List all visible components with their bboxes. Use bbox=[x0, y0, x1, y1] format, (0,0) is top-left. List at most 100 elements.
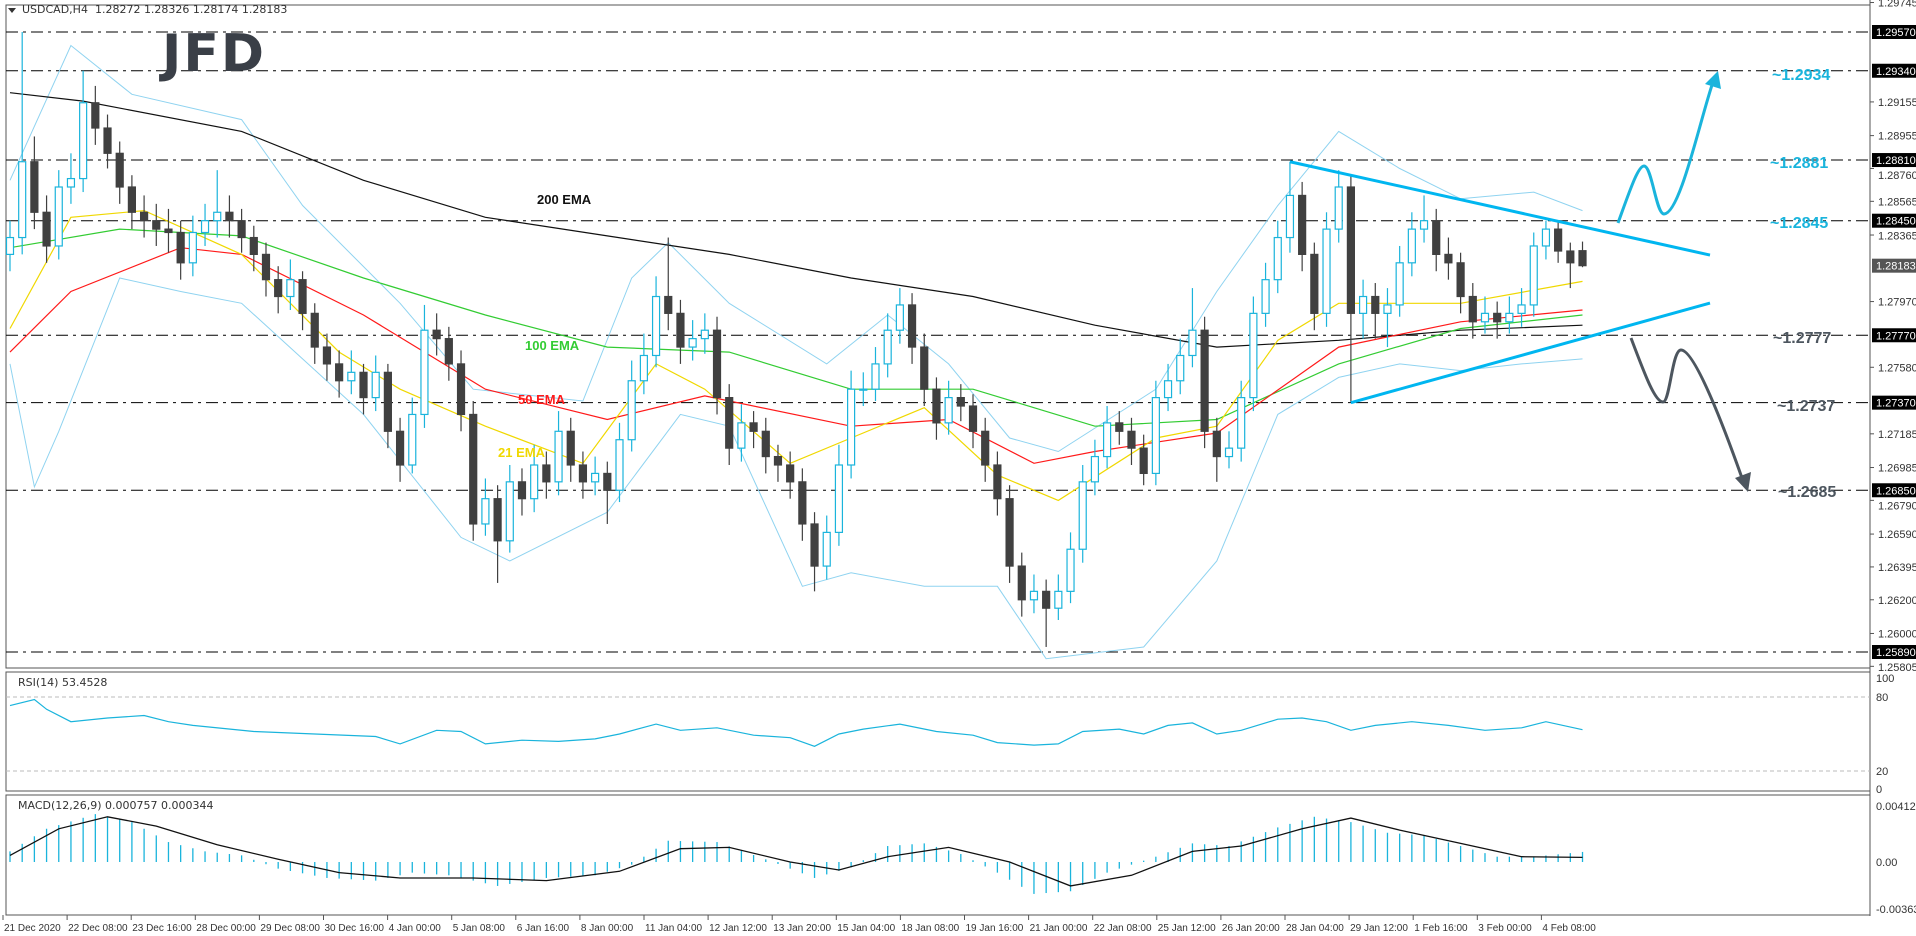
bullish-candle bbox=[1529, 245, 1538, 306]
bearish-candle bbox=[383, 371, 392, 432]
bearish-candle bbox=[676, 312, 685, 348]
bullish-candle bbox=[1322, 228, 1331, 314]
bearish-candle bbox=[517, 481, 527, 500]
bearish-candle bbox=[761, 430, 770, 458]
bearish-candle bbox=[712, 329, 722, 399]
bearish-candle bbox=[932, 388, 941, 424]
bullish-candle bbox=[1285, 194, 1295, 239]
ema-label: 200 EMA bbox=[537, 192, 592, 207]
rsi-label: RSI(14) 53.4528 bbox=[18, 676, 108, 689]
chart-header: USDCAD,H4 1.28272 1.28326 1.28174 1.2818… bbox=[8, 3, 287, 16]
date-tick-label: 4 Feb 08:00 bbox=[1542, 923, 1596, 934]
level-price-box bbox=[1872, 328, 1916, 343]
bearish-candle bbox=[773, 455, 783, 466]
bearish-candle bbox=[298, 279, 307, 314]
bearish-candle bbox=[1212, 430, 1221, 458]
bullish-candle bbox=[1224, 447, 1234, 458]
macd-label: MACD(12,26,9) 0.000757 0.000344 bbox=[18, 799, 214, 812]
date-tick-label: 26 Jan 20:00 bbox=[1222, 923, 1280, 934]
price-tick-label: 1.28565 bbox=[1878, 196, 1916, 208]
level-price-label: 1.27770 bbox=[1876, 330, 1916, 342]
price-tick-label: 1.26200 bbox=[1878, 595, 1916, 607]
bullish-candle bbox=[1407, 228, 1416, 264]
bullish-candle bbox=[1541, 228, 1551, 247]
date-tick-label: 12 Jan 12:00 bbox=[709, 923, 767, 934]
date-tick-label: 3 Feb 00:00 bbox=[1478, 923, 1532, 934]
bullish-candle bbox=[822, 531, 831, 567]
bearish-candle bbox=[1493, 312, 1502, 323]
date-tick-label: 23 Dec 16:00 bbox=[132, 923, 192, 934]
bearish-candle bbox=[139, 211, 149, 222]
bullish-candle bbox=[286, 279, 295, 298]
date-tick-label: 8 Jan 00:00 bbox=[581, 923, 634, 934]
bullish-candle bbox=[18, 161, 27, 239]
level-price-box bbox=[1872, 483, 1916, 498]
bearish-candle bbox=[432, 329, 441, 340]
panel-frames bbox=[5, 4, 1871, 916]
bullish-candle bbox=[1188, 329, 1197, 357]
bullish-candle bbox=[1273, 236, 1282, 281]
bearish-candle bbox=[993, 464, 1002, 500]
bearish-candle bbox=[1578, 250, 1587, 267]
bearish-candle bbox=[176, 231, 185, 264]
bullish-candle bbox=[481, 498, 490, 525]
bullish-candle bbox=[615, 439, 624, 491]
bearish-candle bbox=[566, 430, 575, 466]
rsi-tick-label: 20 bbox=[1876, 766, 1888, 778]
bearish-candle bbox=[578, 464, 588, 483]
bearish-candle bbox=[1566, 250, 1575, 264]
macd-signal-line bbox=[9, 816, 1583, 887]
current-price-box bbox=[1872, 258, 1916, 273]
bullish-candle bbox=[5, 236, 15, 255]
date-tick-label: 22 Jan 08:00 bbox=[1094, 923, 1152, 934]
bullish-candle bbox=[347, 371, 356, 382]
price-tick-label: 1.26590 bbox=[1878, 529, 1916, 541]
current-price-label: 1.28183 bbox=[1876, 261, 1916, 273]
price-axis: 1.29570 1.29340 1.28810 1.28450 1.27770 1.273… bbox=[1869, 0, 1916, 916]
level-price-label: 1.25890 bbox=[1876, 647, 1916, 659]
date-tick-label: 19 Jan 16:00 bbox=[966, 923, 1024, 934]
date-tick-label: 28 Dec 00:00 bbox=[196, 923, 256, 934]
scenario-level-label: ~1.2737 bbox=[1777, 398, 1835, 415]
ema-label: 50 EMA bbox=[518, 392, 566, 407]
date-tick-label: 30 Dec 16:00 bbox=[325, 923, 385, 934]
bullish-candle bbox=[688, 338, 697, 348]
bullish-candle bbox=[1237, 397, 1246, 449]
price-tick-label: 1.26395 bbox=[1878, 562, 1916, 574]
bullish-candle bbox=[895, 304, 904, 331]
bearish-candle bbox=[127, 186, 136, 213]
price-tick-label: 1.29745 bbox=[1878, 0, 1916, 10]
bullish-candle bbox=[505, 481, 514, 542]
bullish-candle bbox=[1419, 220, 1429, 230]
ema-label: 21 EMA bbox=[498, 445, 546, 460]
bearish-candle bbox=[225, 211, 234, 222]
bearish-candle bbox=[444, 338, 453, 365]
bearish-candle bbox=[1042, 590, 1051, 609]
dropdown-triangle-icon[interactable] bbox=[8, 7, 16, 13]
ema-line bbox=[9, 247, 1583, 464]
bullish-candle bbox=[871, 363, 880, 390]
scenario-level-label: ~1.2777 bbox=[1773, 330, 1831, 347]
bullish-candle bbox=[371, 371, 380, 399]
price-tick-label: 1.29155 bbox=[1878, 97, 1916, 109]
date-tick-label: 22 Dec 08:00 bbox=[68, 923, 128, 934]
scenario-level-label: ~1.2685 bbox=[1778, 484, 1836, 501]
bearish-candle bbox=[395, 430, 405, 466]
bearish-candle bbox=[542, 464, 551, 483]
bullish-candle bbox=[1078, 481, 1087, 550]
bearish-candle bbox=[493, 498, 502, 542]
scenario-arrows bbox=[1616, 71, 1751, 492]
price-tick-label: 1.27185 bbox=[1878, 429, 1916, 441]
scenario-level-label: ~1.2845 bbox=[1770, 215, 1828, 232]
bullish-candle bbox=[1176, 354, 1185, 382]
date-tick-label: 5 Jan 08:00 bbox=[453, 923, 506, 934]
bullish-candle bbox=[737, 422, 746, 449]
bearish-candle bbox=[1127, 430, 1136, 449]
bearish-candle bbox=[1554, 228, 1563, 252]
rsi-tick-label: 100 bbox=[1876, 673, 1894, 685]
bullish-candle bbox=[1151, 397, 1160, 475]
bullish-candle bbox=[66, 177, 76, 188]
date-tick-label: 18 Jan 08:00 bbox=[901, 923, 959, 934]
rsi-indicator: 100 80 20 0 bbox=[6, 673, 1894, 796]
bearish-candle bbox=[322, 346, 332, 365]
